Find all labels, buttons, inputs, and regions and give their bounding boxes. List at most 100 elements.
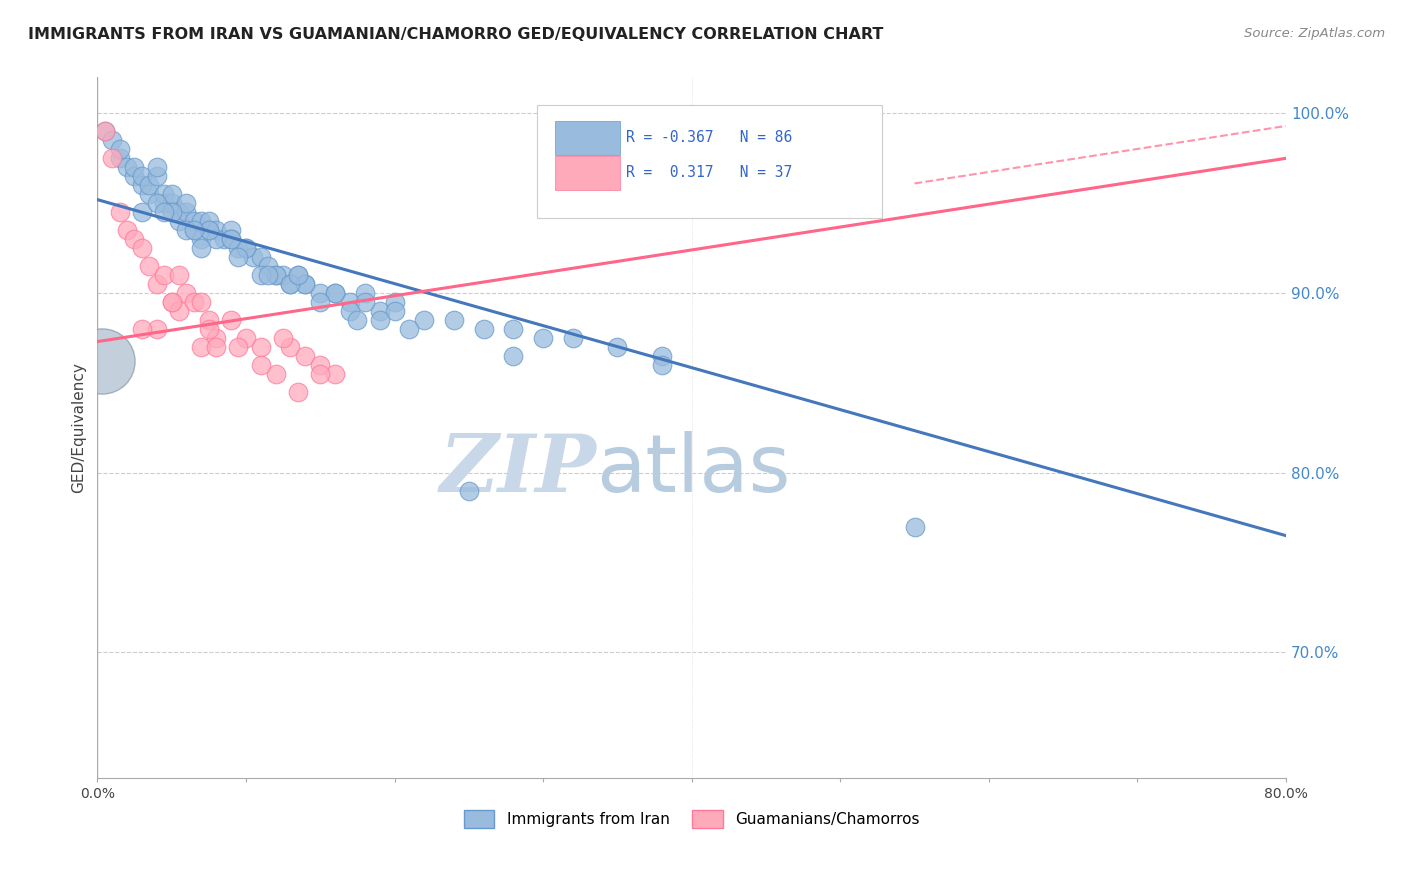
Point (264, 268, 287, 282)
Point (90, 354, 112, 368)
FancyBboxPatch shape (555, 156, 620, 190)
Point (413, 313, 436, 327)
Text: Source: ZipAtlas.com: Source: ZipAtlas.com (1244, 27, 1385, 40)
Point (257, 259, 280, 273)
Point (197, 223, 219, 237)
Point (146, 169, 169, 184)
Point (235, 241, 257, 255)
Point (160, 295, 183, 310)
Point (219, 232, 242, 246)
Point (205, 232, 228, 246)
Point (146, 277, 169, 291)
Point (249, 358, 271, 372)
Point (384, 295, 406, 310)
Point (323, 286, 346, 301)
Point (190, 214, 212, 228)
Point (309, 367, 332, 381)
Point (212, 232, 235, 246)
Point (264, 268, 287, 282)
Point (309, 295, 332, 310)
Point (124, 161, 146, 175)
Point (153, 187, 176, 202)
Text: R =  0.317   N = 37: R = 0.317 N = 37 (626, 165, 793, 180)
Point (228, 340, 250, 354)
Point (280, 277, 302, 291)
Point (287, 384, 309, 399)
Point (138, 259, 160, 273)
Point (101, 133, 124, 147)
Point (115, 161, 138, 175)
Point (138, 178, 160, 193)
Point (249, 340, 271, 354)
Point (124, 169, 146, 184)
Point (176, 196, 198, 211)
Point (131, 241, 153, 255)
Point (228, 250, 250, 264)
Point (368, 313, 391, 327)
Point (197, 322, 219, 336)
Point (146, 196, 169, 211)
Point (94, 124, 117, 138)
Point (153, 205, 176, 219)
Point (271, 331, 294, 345)
Point (472, 322, 495, 336)
Point (108, 151, 131, 165)
Point (384, 304, 406, 318)
Point (249, 268, 271, 282)
Point (353, 295, 375, 310)
Point (287, 268, 309, 282)
Point (183, 214, 205, 228)
Point (167, 214, 190, 228)
Point (531, 331, 554, 345)
Point (287, 268, 309, 282)
Point (339, 304, 361, 318)
Point (183, 295, 205, 310)
Point (146, 161, 169, 175)
Point (502, 322, 524, 336)
Point (197, 214, 219, 228)
Point (309, 358, 332, 372)
Point (138, 187, 160, 202)
Point (228, 241, 250, 255)
Point (167, 268, 190, 282)
Point (249, 250, 271, 264)
Point (294, 349, 316, 363)
Point (368, 304, 391, 318)
Point (264, 367, 287, 381)
Point (219, 232, 242, 246)
Point (323, 286, 346, 301)
Point (190, 241, 212, 255)
Point (183, 223, 205, 237)
Point (309, 286, 332, 301)
Point (219, 313, 242, 327)
Legend: Immigrants from Iran, Guamanians/Chamorros: Immigrants from Iran, Guamanians/Chamorr… (457, 804, 925, 834)
Point (271, 268, 294, 282)
Point (443, 313, 465, 327)
Point (294, 277, 316, 291)
Point (606, 340, 628, 354)
Point (294, 277, 316, 291)
Point (323, 367, 346, 381)
Point (160, 196, 183, 211)
Point (353, 286, 375, 301)
Point (190, 232, 212, 246)
Point (146, 322, 169, 336)
Point (160, 205, 183, 219)
Point (346, 313, 368, 327)
Y-axis label: GED/Equivalency: GED/Equivalency (72, 362, 86, 493)
Point (183, 223, 205, 237)
Point (160, 295, 183, 310)
Point (101, 151, 124, 165)
FancyBboxPatch shape (537, 105, 882, 218)
Point (167, 304, 190, 318)
Point (124, 232, 146, 246)
Point (153, 196, 176, 211)
Text: IMMIGRANTS FROM IRAN VS GUAMANIAN/CHAMORRO GED/EQUIVALENCY CORRELATION CHART: IMMIGRANTS FROM IRAN VS GUAMANIAN/CHAMOR… (28, 27, 883, 42)
Point (190, 340, 212, 354)
Point (131, 322, 153, 336)
Point (205, 340, 228, 354)
Point (131, 169, 153, 184)
Text: atlas: atlas (596, 431, 792, 508)
Point (108, 205, 131, 219)
Text: ZIP: ZIP (440, 431, 596, 508)
